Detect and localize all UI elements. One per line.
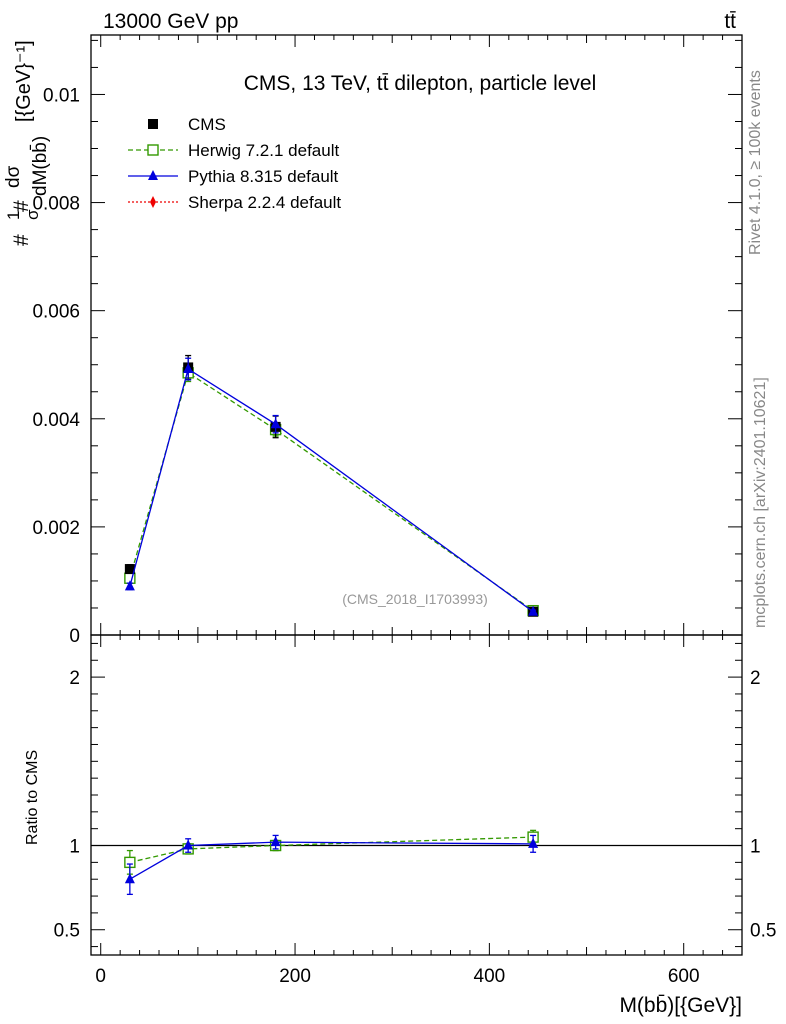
ratio-pythia-point [270, 836, 281, 847]
ratio-y-tick-label: 0.5 [54, 921, 80, 942]
main-pythia-point [183, 363, 194, 374]
ratio-pythia-line [129, 841, 534, 880]
main-y-axis-label: # 1 σ # dσ dM(bb̄) [{GeV}⁻¹] [3, 40, 51, 246]
main-cms-point [124, 564, 135, 575]
ratio-y-tick-label: 1 [69, 837, 80, 858]
legend-marker [148, 170, 158, 180]
x-tick-label: 600 [668, 966, 700, 987]
ratio-y-tick-label-right: 1 [750, 837, 761, 858]
y-tick-label: 0.004 [32, 410, 80, 431]
x-axis-label: M(bb̄)[{GeV}] [619, 994, 742, 1017]
legend-marker [147, 144, 159, 156]
svg-text:#: # [10, 234, 33, 246]
y-tick-label: 0 [69, 626, 80, 647]
plot-title: CMS, 13 TeV, tt̄ dilepton, particle leve… [244, 72, 597, 95]
ratio-pythia-point [528, 837, 539, 848]
svg-text:σ: σ [23, 209, 42, 220]
main-pythia-line [129, 368, 534, 613]
mcplots-label: mcplots.cern.ch [arXiv:2401.10621] [752, 377, 769, 628]
main-herwig-line [129, 371, 534, 612]
rivet-version-label: Rivet 4.1.0, ≥ 100k events [747, 70, 764, 255]
y-tick-label: 0.006 [32, 302, 80, 323]
ratio-y-tick-label-right: 0.5 [750, 921, 776, 942]
ratio-y-tick-label-right: 2 [750, 668, 761, 689]
svg-text:[{GeV}⁻¹]: [{GeV}⁻¹] [13, 40, 35, 122]
header-energy-label: 13000 GeV pp [103, 10, 238, 33]
x-tick-label: 200 [279, 966, 311, 987]
main-pythia-point [528, 605, 539, 616]
main-panel: 0 0.002 0.004 0.006 0.008 0.01 [32, 34, 743, 647]
legend: CMS Herwig 7.2.1 default Pythia 8.315 defa… [128, 115, 341, 212]
legend-label: Herwig 7.2.1 default [188, 141, 339, 160]
ratio-y-tick-label: 2 [69, 668, 80, 689]
legend-marker [148, 119, 158, 129]
ratio-y-axis-label: Ratio to CMS [24, 750, 41, 845]
legend-label: CMS [188, 115, 226, 134]
main-pythia-point [124, 580, 135, 591]
y-tick-label: 0.008 [32, 194, 80, 215]
svg-text:#: # [10, 200, 33, 212]
ratio-herwig-line [129, 836, 534, 864]
ratio-plot-frame [90, 634, 743, 956]
svg-text:dσ: dσ [3, 165, 24, 188]
ratio-panel: 0 200 400 600 0.5 0.5 1 1 2 2 [54, 634, 776, 987]
ratio-pythia-point [183, 839, 194, 850]
svg-text:dM(bb̄): dM(bb̄) [30, 136, 51, 196]
legend-marker [150, 196, 156, 208]
legend-label: Sherpa 2.2.4 default [188, 193, 341, 212]
analysis-watermark: (CMS_2018_I1703993) [342, 591, 488, 607]
header-process-label: tt̄ [724, 10, 736, 33]
main-pythia-point [270, 418, 281, 429]
x-tick-label: 0 [95, 966, 106, 987]
x-tick-label: 400 [474, 966, 506, 987]
svg-text:1: 1 [4, 211, 23, 220]
y-tick-label: 0.01 [43, 85, 80, 106]
y-tick-label: 0.002 [32, 518, 80, 539]
ratio-pythia-point [124, 873, 135, 884]
legend-label: Pythia 8.315 default [188, 167, 339, 186]
